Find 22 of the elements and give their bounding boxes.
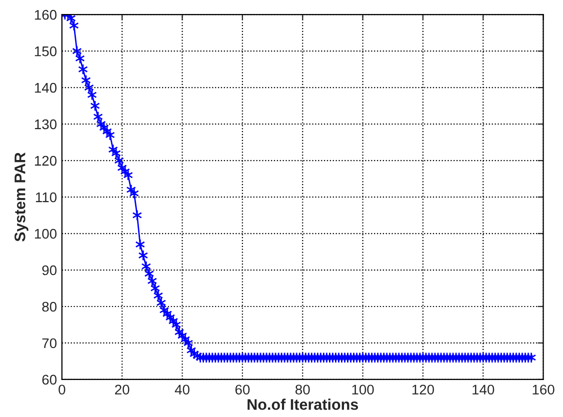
x-tick-label: 140 [472, 384, 494, 395]
y-tick-label: 160 [34, 10, 57, 20]
x-tick-label: 20 [115, 384, 130, 395]
y-tick-label: 100 [34, 228, 57, 239]
y-tick-label: 110 [36, 192, 57, 202]
x-tick-label: 120 [412, 384, 434, 395]
y-tick-label: 140 [34, 82, 57, 93]
x-tick-label: 60 [235, 384, 250, 395]
x-axis-title: No.of Iterations [248, 398, 358, 410]
x-tick-label: 80 [295, 384, 310, 395]
y-tick-label: 80 [42, 302, 57, 312]
x-tick-label: 100 [352, 384, 374, 395]
y-tick-label: 60 [42, 374, 57, 385]
y-tick-label: 70 [42, 338, 57, 348]
y-tick-label: 130 [34, 119, 57, 130]
x-tick-label: 0 [58, 384, 66, 395]
x-tick-label: 40 [174, 384, 190, 395]
y-tick-label: 150 [34, 46, 57, 56]
x-tick-label: 160 [532, 384, 554, 395]
y-tick-label: 120 [34, 156, 57, 166]
y-tick-label: 90 [42, 265, 57, 276]
y-axis-title: System PAR [14, 152, 28, 242]
